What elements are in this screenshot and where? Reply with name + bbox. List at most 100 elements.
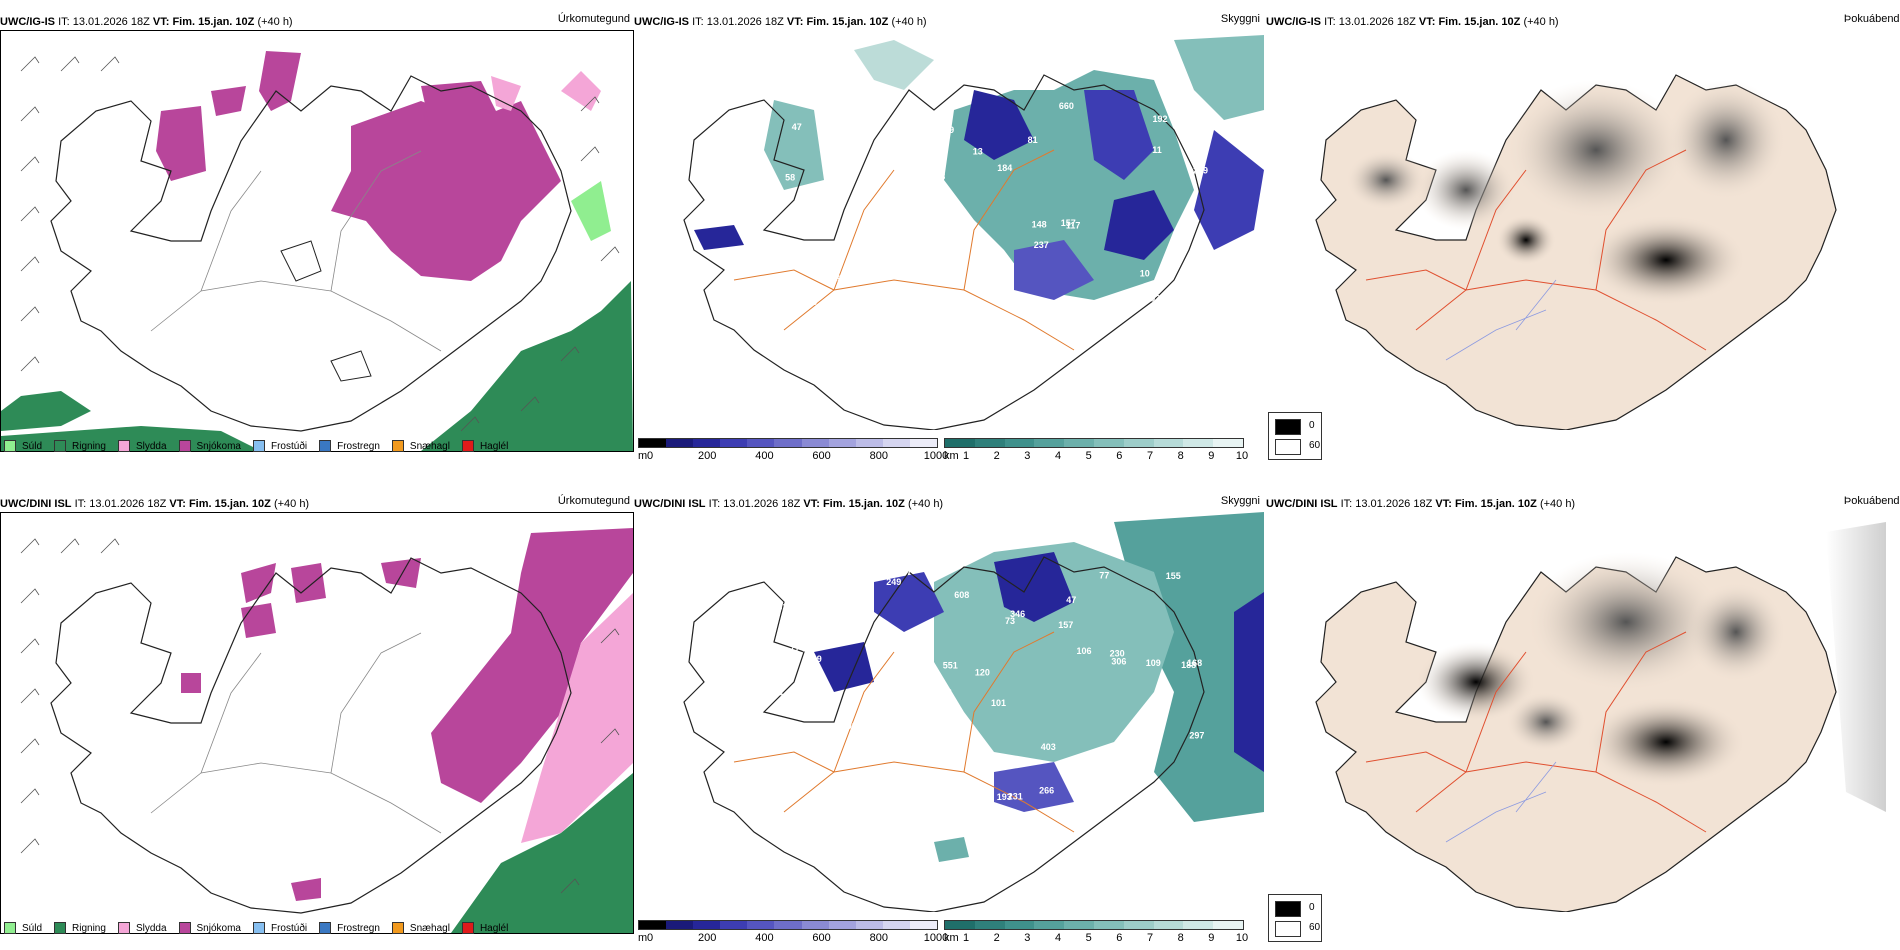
fog-legend-swatch-1 (1275, 439, 1301, 455)
legend-label: Snæhagl (409, 440, 450, 452)
fog-legend-label-1: 60 (1309, 440, 1321, 451)
cloud-base-value: 23 (925, 263, 935, 273)
it-label: IT: (1340, 498, 1353, 510)
cloud-base-value: 106 (937, 688, 952, 698)
panel-title: Skyggni (1220, 13, 1260, 25)
fog-legend-label-1: 60 (1309, 922, 1321, 933)
fog-map[interactable] (1266, 30, 1886, 430)
legend-swatch (178, 440, 191, 452)
colorbar-tick: 4 (1054, 932, 1062, 944)
colorbar-tick: 10 (1235, 932, 1249, 944)
lead-time: (+40 h) (273, 498, 310, 510)
legend-swatch (391, 922, 404, 934)
cloud-base-value: 260 (799, 677, 814, 687)
colorbar-tick: 600 (812, 450, 831, 462)
vt-value: Fim. 15.jan. 10Z (188, 498, 271, 510)
colorbar-segment (1183, 439, 1214, 447)
legend-item-3: Snjókoma (178, 440, 241, 452)
legend-label: Frostúði (270, 922, 308, 934)
cloud-base-value: 842 (785, 737, 800, 747)
legend-label: Slydda (135, 440, 167, 452)
colorbar-segment (855, 921, 883, 929)
it-label: IT: (708, 498, 721, 510)
legend-swatch (117, 440, 130, 452)
colorbar-segment (1034, 921, 1065, 929)
colorbar-tick: 9 (1208, 450, 1215, 462)
cloud-base-value: 98 (894, 793, 904, 803)
cloud-base-value: 982 (847, 721, 862, 731)
colorbar-segment (974, 921, 1005, 929)
colorbar-segment (828, 439, 856, 447)
legend-item-2: Slydda (117, 922, 167, 934)
cloud-base-value: 306 (1111, 657, 1126, 667)
fog-map[interactable] (1266, 512, 1886, 912)
cloud-base-value: 153 (779, 692, 794, 702)
vt-label: VT: (1418, 16, 1436, 28)
colorbar-segment (774, 921, 802, 929)
panel-header: UWC/DINI ISL IT: 13.01.2026 18Z VT: Fim.… (634, 495, 1264, 512)
legend-label: Haglél (479, 440, 509, 452)
cloud-base-value: 10 (1140, 268, 1150, 278)
panel-title: Úrkomutegund (557, 495, 630, 507)
colorbar-segment (666, 921, 694, 929)
cloud-base-value: 192 (1153, 114, 1168, 124)
colorbar-segment (1153, 439, 1184, 447)
fog-legend-label-0: 0 (1309, 902, 1315, 913)
cloud-map-svg: 293 58 192 111 81 86 87 13 348 129 141 97 109 184 117 4… (683, 35, 1264, 430)
colorbar-segment (882, 439, 910, 447)
colorbar-tick: 600 (812, 932, 831, 944)
colorbar-segment (1153, 921, 1184, 929)
cloud-base-value: 209 (807, 654, 822, 664)
precip-legend: Súld Rigning Slydda Snjókoma Frostúði Frostre… (4, 922, 520, 934)
colorbar-segment (720, 439, 748, 447)
cloud-base-value: 98 (762, 732, 772, 742)
colorbar-tick: 1 (962, 450, 970, 462)
colorbar-segment (1004, 921, 1035, 929)
cloud-base-value: 106 (1077, 646, 1092, 656)
cloud-base-value: 147 (818, 735, 833, 745)
legend-item-6: Snæhagl (391, 922, 450, 934)
legend-item-1: Rigning (54, 440, 106, 452)
colorbar-segment (945, 439, 975, 447)
colorbar-tick: 3 (1024, 932, 1031, 944)
ceiling-unit: m (638, 450, 648, 462)
cloud-base-value: 87 (928, 124, 938, 134)
fog-legend-swatch-0 (1275, 419, 1301, 435)
colorbar-segment (1064, 439, 1094, 447)
colorbar-segment (1064, 921, 1094, 929)
legend-swatch (54, 440, 67, 452)
lead-time: (+40 h) (907, 498, 944, 510)
precip-legend: Súld Rigning Slydda Snjókoma Frostúði Frostre… (4, 440, 520, 452)
legend-label: Haglél (479, 922, 509, 934)
cloud-map[interactable]: 293 58 192 111 81 86 87 13 348 129 141 97 109 184 117 4… (634, 30, 1264, 430)
legend-item-5: Frostregn (319, 922, 380, 934)
cloud-base-value: 137 (897, 567, 912, 577)
cloud-base-value: 101 (991, 698, 1006, 708)
it-value: 13.01.2026 18Z (1338, 16, 1416, 28)
cloud-base-value: 97 (837, 274, 847, 284)
precip-map[interactable] (0, 30, 634, 452)
cloud-base-value: 193 (997, 792, 1012, 802)
colorbar-tick: 0 (646, 450, 654, 462)
it-value: 13.01.2026 18Z (72, 16, 150, 28)
cloud-base-value: 249 (886, 577, 901, 587)
vt-label: VT: (1435, 498, 1452, 510)
colorbar-segment (1093, 439, 1124, 447)
model-name: UWC/DINI ISL (634, 498, 706, 510)
legend-swatch (391, 440, 404, 452)
fog-legend-label-0: 0 (1309, 420, 1315, 431)
colorbar-segment (1034, 439, 1065, 447)
cloud-map-svg: 137 47 188 106 101 141 81 157 153 73 120 65 249 267 19… (683, 512, 1264, 912)
precip-panel-bottom: UWC/DINI ISL IT: 13.01.2026 18Z VT: Fim.… (0, 495, 634, 948)
model-name: UWC/IG-IS (1266, 16, 1321, 28)
cloud-map[interactable]: 137 47 188 106 101 141 81 157 153 73 120 65 249 267 19… (634, 512, 1264, 912)
colorbar-tick: 3 (1024, 450, 1031, 462)
cloud-base-value: 117 (1066, 221, 1081, 231)
precip-map[interactable] (0, 512, 634, 934)
vt-label: VT: (169, 498, 186, 510)
legend-item-1: Rigning (54, 922, 106, 934)
legend-swatch (4, 922, 16, 934)
cloud-base-value: 188 (1181, 660, 1196, 670)
vt-value: Fim. 15.jan. 10Z (1438, 16, 1521, 28)
colorbar-tick: 6 (1116, 932, 1123, 944)
